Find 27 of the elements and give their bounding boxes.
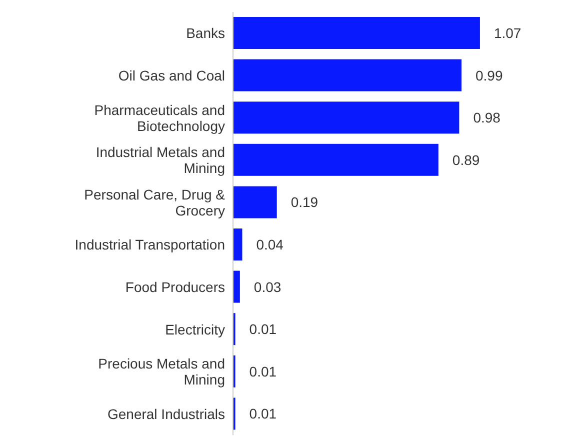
bar — [233, 270, 240, 303]
data-label: 0.01 — [249, 363, 277, 380]
y-tick-label: Banks — [186, 25, 225, 42]
y-tick-label: Personal Care, Drug & Grocery — [84, 186, 226, 218]
data-label: 0.98 — [473, 110, 501, 126]
bar — [233, 102, 460, 134]
y-tick-label: Industrial Transportation — [74, 236, 225, 253]
y-tick-label: Pharmaceuticals and Biotechnology — [94, 102, 225, 134]
data-label: 0.99 — [476, 67, 503, 84]
bar — [233, 144, 438, 176]
data-label: 0.19 — [290, 194, 318, 210]
y-tick-label: Food Producers — [125, 278, 225, 295]
y-tick-label: Oil Gas and Coal — [118, 67, 225, 84]
data-label: 1.07 — [494, 24, 522, 41]
data-label: 0.01 — [249, 406, 277, 422]
data-label: 0.04 — [256, 236, 284, 252]
data-label: 0.89 — [452, 152, 480, 168]
y-tick-label: Electricity — [165, 321, 225, 338]
y-tick-label: General Industrials — [107, 406, 225, 422]
y-tick-label: Precious Metals and Mining — [98, 356, 225, 388]
bar — [233, 59, 462, 92]
data-label: 0.01 — [249, 321, 277, 338]
bar — [233, 186, 277, 218]
y-tick-label: Industrial Metals and Mining — [96, 144, 225, 176]
data-label: 0.03 — [254, 278, 282, 295]
bar — [233, 228, 242, 260]
bar — [233, 17, 480, 49]
